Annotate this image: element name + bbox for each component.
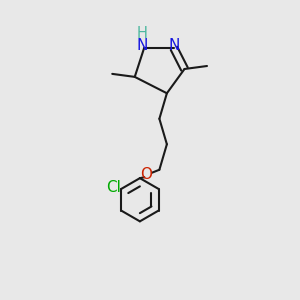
Text: N: N bbox=[137, 38, 148, 53]
Text: N: N bbox=[168, 38, 180, 53]
Text: H: H bbox=[137, 26, 148, 41]
Text: Cl: Cl bbox=[106, 180, 121, 195]
Text: O: O bbox=[140, 167, 152, 182]
